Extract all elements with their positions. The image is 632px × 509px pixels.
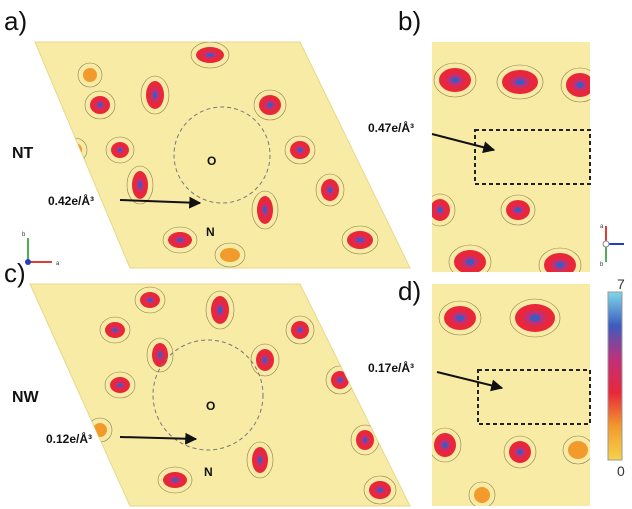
- density-peak: [530, 314, 541, 321]
- density-peak: [258, 457, 262, 464]
- density-blob: [568, 441, 588, 459]
- axis-label: b: [22, 232, 26, 238]
- annotation: 0.42e/Å³: [48, 193, 94, 208]
- density-blob: [93, 423, 107, 437]
- density-peak: [177, 238, 183, 242]
- density-peak: [438, 207, 443, 212]
- density-peak: [556, 262, 564, 268]
- density-peak: [118, 148, 122, 152]
- density-peak: [515, 208, 521, 213]
- density-peak: [138, 181, 142, 188]
- density-peak: [263, 357, 267, 362]
- axis-icon: a b: [600, 224, 624, 268]
- density-peak: [328, 187, 332, 192]
- density-peak: [456, 315, 464, 321]
- density-peak: [363, 438, 367, 443]
- colorbar-max: 7: [617, 276, 625, 292]
- figure: a) b) c) d) NT NW 0.42e/Å³ 0.47e/Å³ 0.12…: [0, 0, 632, 509]
- density-peak: [515, 79, 525, 85]
- sample-label: NW: [12, 389, 40, 406]
- density-peak: [218, 306, 222, 313]
- density-blob: [83, 68, 97, 82]
- density-blob: [474, 487, 490, 503]
- axis-label: a: [56, 261, 60, 267]
- axis-label: b: [600, 262, 604, 268]
- density-peak: [466, 259, 474, 265]
- density-peak: [153, 91, 157, 98]
- density-peak: [148, 298, 153, 302]
- density-peak: [263, 206, 267, 213]
- density-peak: [118, 383, 123, 387]
- panel-label: c): [4, 258, 26, 288]
- density-peak: [298, 328, 302, 332]
- axis-icon: b a: [22, 232, 60, 267]
- density-peak: [172, 478, 178, 482]
- density-peak: [357, 238, 364, 242]
- axis-label: a: [600, 224, 604, 230]
- density-peak: [377, 488, 382, 492]
- atom-label: N: [206, 225, 215, 239]
- sample-label: NT: [12, 145, 34, 162]
- density-peak: [267, 103, 272, 108]
- density-peak: [298, 148, 303, 152]
- density-peak: [98, 103, 103, 107]
- colorbar: [608, 292, 622, 460]
- colorbar-min: 0: [617, 463, 625, 479]
- atom-label: O: [207, 154, 216, 168]
- panel-label: d): [398, 276, 421, 306]
- density-peak: [338, 378, 342, 382]
- annotation: 0.17e/Å³: [368, 360, 414, 375]
- density-blob: [220, 248, 240, 262]
- atom-label: O: [206, 399, 215, 413]
- density-peak: [576, 82, 583, 88]
- panel-label: b): [398, 6, 421, 36]
- atom-label: N: [204, 465, 213, 479]
- density-peak: [517, 449, 522, 454]
- density-peak: [442, 442, 447, 448]
- annotation: 0.47e/Å³: [368, 120, 414, 135]
- panel-label: a): [4, 6, 27, 36]
- density-peak: [451, 77, 459, 83]
- annotation: 0.12e/Å³: [46, 431, 92, 446]
- density-peak: [206, 53, 213, 57]
- density-peak: [158, 352, 162, 358]
- density-peak: [113, 328, 118, 332]
